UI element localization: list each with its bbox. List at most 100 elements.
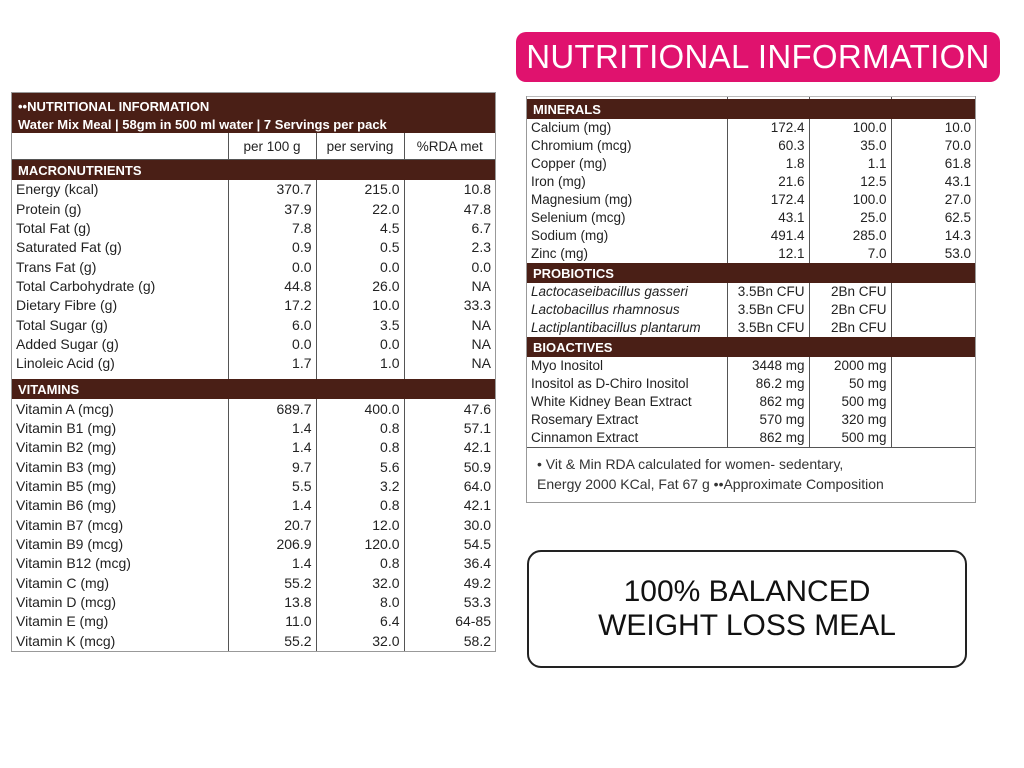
table-row: Vitamin A (mcg) 689.7 400.0 47.6 xyxy=(12,399,495,419)
nutrient-value: 491.4 xyxy=(726,227,809,245)
nutrient-name: Vitamin B9 (mcg) xyxy=(16,536,124,553)
nutrient-name: Cinnamon Extract xyxy=(531,430,639,445)
nutrient-value: 2000 mg xyxy=(808,357,891,375)
nutrient-value: 35.0 xyxy=(808,137,891,155)
nutrient-value: NA xyxy=(403,354,495,374)
table-row: Calcium (mg) 172.4 100.0 10.0 xyxy=(527,119,975,137)
nutrient-value: 0.0 xyxy=(227,334,316,355)
nutrient-name: Vitamin B7 (mcg) xyxy=(16,516,124,533)
minerals-probiotics-bioactives-table: MINERALS Calcium (mg) 172.4 100.0 10.0 Chromi… xyxy=(527,96,975,447)
nutrient-value: 32.0 xyxy=(315,631,404,651)
nutrient-name: Magnesium (mg) xyxy=(531,192,633,207)
nutrient-value: 1.7 xyxy=(227,354,316,374)
nutrient-value xyxy=(890,283,975,301)
table-row: Dietary Fibre (g) 17.2 10.0 33.3 xyxy=(12,296,495,316)
nutritional-information-badge: NUTRITIONAL INFORMATION xyxy=(516,32,1000,82)
nutrient-value: 0.0 xyxy=(227,257,316,277)
nutrient-value: 54.5 xyxy=(403,534,495,555)
table-row: Vitamin B12 (mcg) 1.4 0.8 36.4 xyxy=(12,554,495,574)
table-row: Vitamin B9 (mcg) 206.9 120.0 54.5 xyxy=(12,534,495,555)
nutrient-value: 500 mg xyxy=(808,429,891,447)
nutrient-name: Saturated Fat (g) xyxy=(16,239,122,256)
nutrient-value: 0.8 xyxy=(315,554,404,574)
nutrient-value: 172.4 xyxy=(726,191,809,209)
table-row: Lactiplantibacillus plantarum 3.5Bn CFU 2B… xyxy=(527,319,975,337)
nutrient-value: 86.2 mg xyxy=(726,375,809,393)
nutrient-name: Zinc (mg) xyxy=(531,246,588,261)
nutrient-name: Total Fat (g) xyxy=(16,219,91,236)
nutrient-value xyxy=(890,375,975,393)
nutrient-value: 43.1 xyxy=(890,173,975,191)
nutrient-value: 17.2 xyxy=(227,296,316,316)
nutrient-name: Vitamin B5 (mg) xyxy=(16,477,117,494)
table-row: Vitamin B5 (mg) 5.5 3.2 64.0 xyxy=(12,476,495,497)
nutrient-value: 37.9 xyxy=(227,199,316,219)
column-header-rda: %RDA met xyxy=(403,133,495,160)
nutrient-value: 70.0 xyxy=(890,137,975,155)
nutrient-name: Lactiplantibacillus plantarum xyxy=(531,320,701,335)
table-row: Vitamin E (mg) 11.0 6.4 64-85 xyxy=(12,612,495,632)
nutrient-value: 862 mg xyxy=(726,393,809,411)
nutrient-name: Vitamin K (mcg) xyxy=(16,632,116,649)
table-row: Selenium (mcg) 43.1 25.0 62.5 xyxy=(527,209,975,227)
nutrient-value: 47.8 xyxy=(403,199,495,219)
nutrient-value: 2Bn CFU xyxy=(808,283,891,301)
nutrient-value: 7.0 xyxy=(808,245,891,263)
nutrient-value: 64.0 xyxy=(403,476,495,497)
nutrient-name: Linoleic Acid (g) xyxy=(16,355,115,372)
nutrient-value: 100.0 xyxy=(808,119,891,137)
nutrient-value: 27.0 xyxy=(890,191,975,209)
nutrient-value: 6.0 xyxy=(227,315,316,335)
nutrient-value: 862 mg xyxy=(726,429,809,447)
table-row: Total Fat (g) 7.8 4.5 6.7 xyxy=(12,218,495,239)
nutrient-value: 400.0 xyxy=(315,399,404,419)
nutrient-value: 20.7 xyxy=(227,515,316,535)
nutrient-value: 61.8 xyxy=(890,155,975,173)
nutrient-value: 25.0 xyxy=(808,209,891,227)
section-header-macronutrients: MACRONUTRIENTS xyxy=(12,159,495,180)
column-header-blank xyxy=(12,133,228,160)
nutrient-value: 5.6 xyxy=(315,457,404,477)
nutrient-value: 44.8 xyxy=(227,276,316,297)
section-title: MINERALS xyxy=(527,99,975,119)
section-header-vitamins: VITAMINS xyxy=(12,379,495,400)
nutrient-value: 285.0 xyxy=(808,227,891,245)
table-row: Vitamin B3 (mg) 9.7 5.6 50.9 xyxy=(12,457,495,477)
nutrient-name: Selenium (mcg) xyxy=(531,210,626,225)
nutrient-value: 9.7 xyxy=(227,457,316,477)
section-title: VITAMINS xyxy=(12,379,495,400)
table-row: Myo Inositol 3448 mg 2000 mg xyxy=(527,357,975,375)
nutrient-value: 172.4 xyxy=(726,119,809,137)
nutrient-value: 1.4 xyxy=(227,496,316,516)
nutrient-value xyxy=(890,429,975,447)
table-row: Vitamin C (mg) 55.2 32.0 49.2 xyxy=(12,573,495,593)
badge-title: NUTRITIONAL INFORMATION xyxy=(526,38,990,75)
nutrient-value: NA xyxy=(403,276,495,297)
nutrient-name: Vitamin E (mg) xyxy=(16,613,109,630)
nutrient-value: 2Bn CFU xyxy=(808,301,891,319)
footnote-line-2: Energy 2000 KCal, Fat 67 g ••Approximate… xyxy=(537,476,884,492)
nutrient-value: 12.5 xyxy=(808,173,891,191)
nutrient-value: 55.2 xyxy=(227,631,316,651)
table-row: Inositol as D-Chiro Inositol 86.2 mg 50 mg xyxy=(527,375,975,393)
nutrient-value: 3.5 xyxy=(315,315,404,335)
nutrient-value xyxy=(890,319,975,337)
nutrient-value: 1.4 xyxy=(227,418,316,439)
nutrient-value: 215.0 xyxy=(315,180,404,200)
nutrient-value: 120.0 xyxy=(315,534,404,555)
nutrient-value: 0.8 xyxy=(315,438,404,458)
nutrient-name: Added Sugar (g) xyxy=(16,335,119,352)
footnote-line-1: • Vit & Min RDA calculated for women- se… xyxy=(537,456,844,472)
nutrient-name: Total Carbohydrate (g) xyxy=(16,277,156,294)
nutrient-name: Sodium (mg) xyxy=(531,228,609,243)
table-row: Vitamin B7 (mcg) 20.7 12.0 30.0 xyxy=(12,515,495,535)
table-row: Vitamin B1 (mg) 1.4 0.8 57.1 xyxy=(12,418,495,439)
nutrient-value: 3.5Bn CFU xyxy=(726,301,809,319)
nutrient-value: 500 mg xyxy=(808,393,891,411)
section-title: BIOACTIVES xyxy=(527,337,975,357)
nutrient-value: 42.1 xyxy=(403,496,495,516)
nutrient-name: Vitamin B6 (mg) xyxy=(16,497,117,514)
section-title: MACRONUTRIENTS xyxy=(12,159,495,180)
nutrient-value: 50.9 xyxy=(403,457,495,477)
nutrient-name: Vitamin B3 (mg) xyxy=(16,458,117,475)
